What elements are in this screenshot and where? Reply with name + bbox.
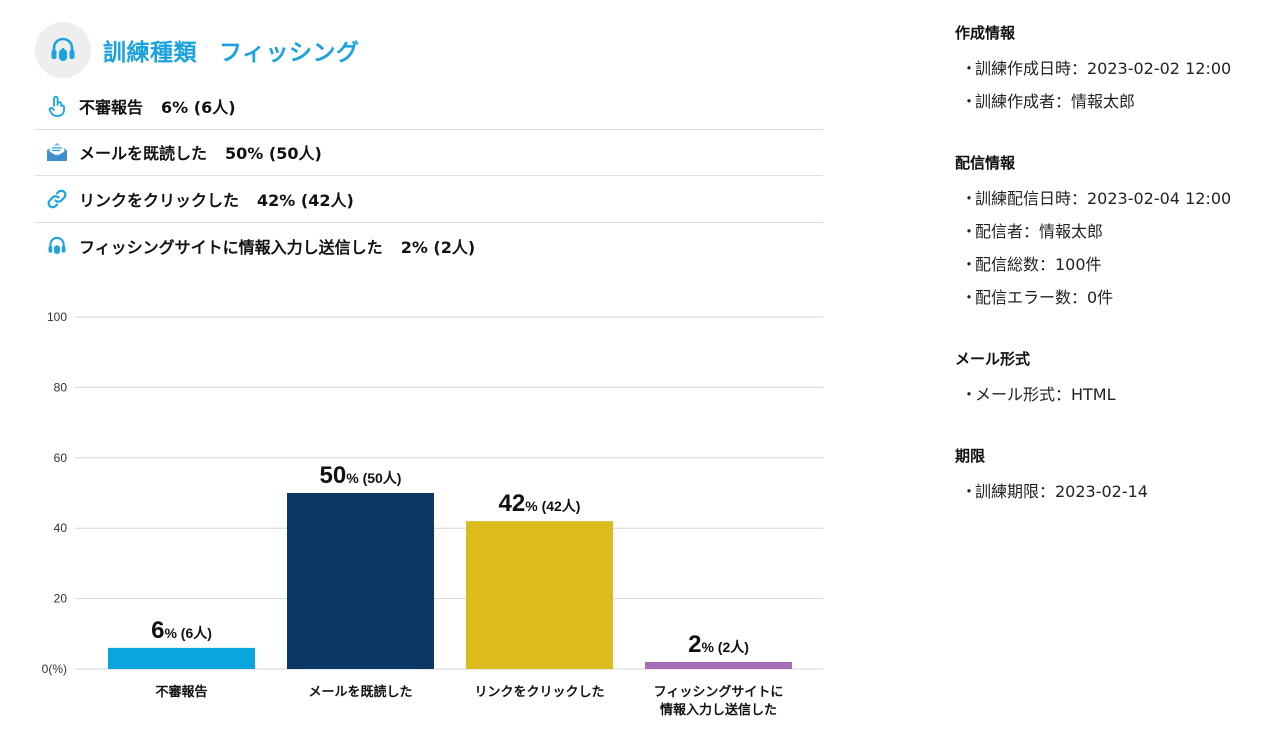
open-mail-icon	[45, 140, 69, 164]
x-category-label: フィッシングサイトに	[654, 684, 784, 699]
bar	[466, 521, 613, 669]
result-bar-chart: 0(%) 20 40 60 80 100 6% (6人) 不審報告 50% (50人) メールを既…	[0, 300, 840, 736]
info-item: ・メール形式：HTML	[961, 385, 1116, 404]
bar	[287, 493, 434, 669]
info-item: ・配信エラー数：0件	[961, 288, 1114, 307]
headset-icon	[35, 22, 91, 78]
stat-row-submit: フィッシングサイトに情報入力し送信した 2% (2人)	[35, 223, 823, 270]
link-icon	[45, 187, 69, 211]
stat-row-read: メールを既読した 50% (50人)	[35, 130, 823, 176]
page-title: 訓練種類 フィッシング	[103, 33, 360, 67]
training-type-value: フィッシング	[219, 40, 360, 66]
y-tick-label: 60	[54, 451, 68, 465]
mail-format-section: メール形式 ・メール形式：HTML	[955, 348, 1265, 411]
stat-row-report: 不審報告 6% (6人)	[35, 83, 823, 130]
info-item: ・訓練作成日時：2023-02-02 12:00	[961, 59, 1232, 78]
x-category-label: 情報入力し送信した	[660, 702, 777, 717]
y-tick-label: 0(%)	[42, 662, 67, 676]
stat-label: メールを既読した	[79, 144, 208, 164]
delivery-info-section: 配信情報 ・訓練配信日時：2023-02-04 12:00 ・配信者：情報太郎 …	[955, 152, 1265, 314]
section-heading: メール形式	[955, 350, 1031, 368]
training-type-label: 訓練種類	[103, 40, 197, 66]
bar-chart-svg: 0(%) 20 40 60 80 100 6% (6人) 不審報告 50% (50人) メールを既…	[42, 310, 823, 717]
result-stats-list: 不審報告 6% (6人) メールを既読した 50% (50人)	[35, 83, 823, 269]
info-item: ・訓練作成者：情報太郎	[961, 92, 1136, 111]
headset-icon	[45, 234, 69, 258]
y-tick-label: 20	[54, 592, 68, 606]
training-type-header: 訓練種類 フィッシング	[35, 22, 360, 78]
stat-value: 6% (6人)	[161, 97, 236, 117]
training-info-panel: 作成情報 ・訓練作成日時：2023-02-02 12:00 ・訓練作成者：情報太…	[955, 22, 1265, 542]
stat-value: 50% (50人)	[225, 144, 322, 164]
section-heading: 配信情報	[955, 154, 1016, 172]
bar-value-label: 2% (2人)	[688, 631, 749, 658]
section-heading: 作成情報	[955, 24, 1016, 42]
info-item: ・訓練配信日時：2023-02-04 12:00	[961, 189, 1232, 208]
creation-info-section: 作成情報 ・訓練作成日時：2023-02-02 12:00 ・訓練作成者：情報太…	[955, 22, 1265, 118]
y-tick-label: 40	[54, 521, 68, 535]
bar-value-label: 50% (50人)	[320, 462, 402, 489]
info-item: ・配信総数：100件	[961, 255, 1102, 274]
stat-label: フィッシングサイトに情報入力し送信した	[79, 237, 383, 257]
x-category-label: リンクをクリックした	[474, 684, 604, 699]
stat-value: 2% (2人)	[400, 237, 476, 257]
section-heading: 期限	[955, 447, 986, 465]
x-category-label: メールを既読した	[308, 684, 412, 699]
stat-label: リンクをクリックした	[79, 190, 240, 210]
x-category-label: 不審報告	[155, 684, 207, 699]
bar-value-label: 6% (6人)	[151, 617, 212, 644]
info-item: ・配信者：情報太郎	[961, 222, 1104, 241]
stat-value: 42% (42人)	[257, 190, 354, 210]
y-tick-label: 80	[54, 380, 68, 394]
bar-value-label: 42% (42人)	[499, 490, 581, 517]
y-tick-label: 100	[47, 310, 67, 324]
bar	[108, 647, 255, 669]
deadline-section: 期限 ・訓練期限：2023-02-14	[955, 445, 1265, 508]
hand-pointer-icon	[45, 94, 69, 118]
stat-label: 不審報告	[79, 97, 144, 117]
info-item: ・訓練期限：2023-02-14	[961, 482, 1148, 501]
bar	[645, 661, 792, 669]
stat-row-click: リンクをクリックした 42% (42人)	[35, 176, 823, 223]
